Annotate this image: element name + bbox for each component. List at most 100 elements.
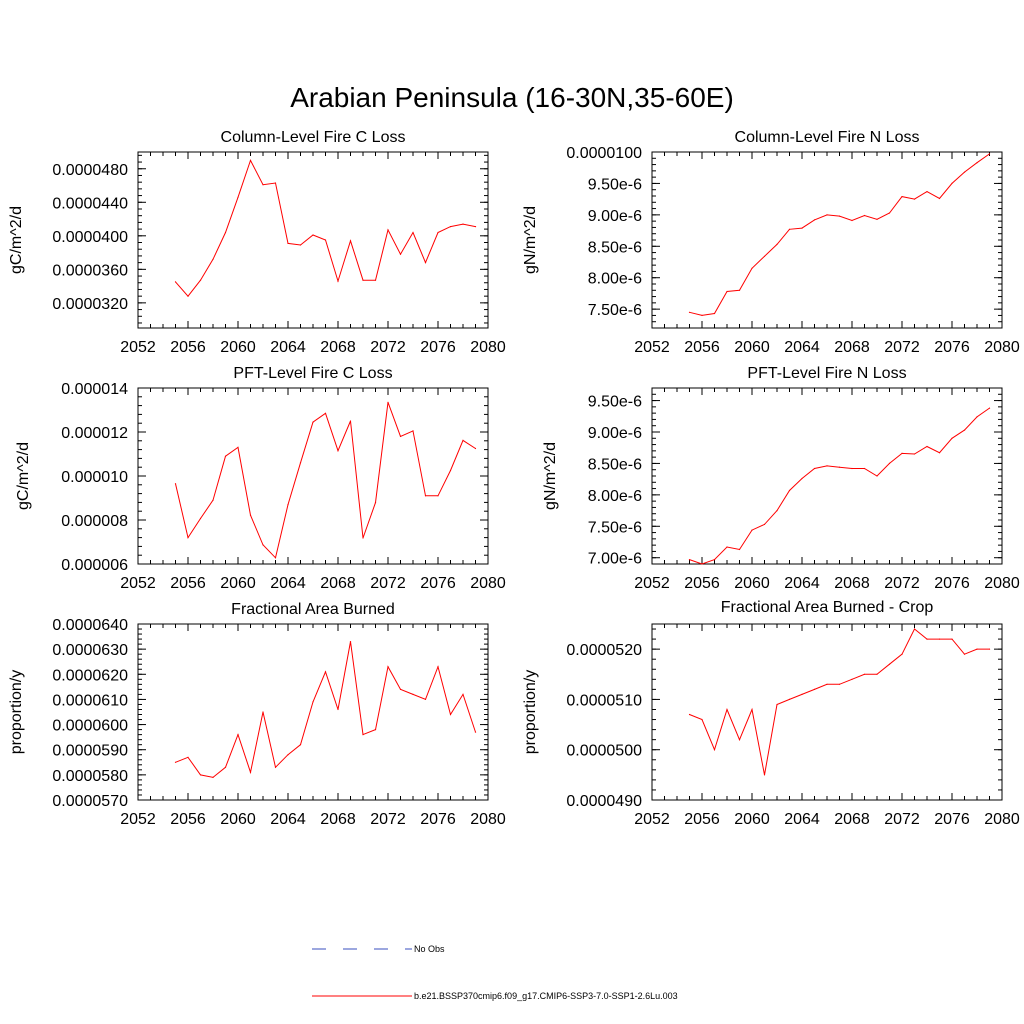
data-point <box>751 529 753 531</box>
data-point <box>299 244 302 246</box>
data-point <box>913 198 916 200</box>
panel-4: PFT-Level Fire N Loss gN/m^2/d 2052 2056 206… <box>542 365 1020 592</box>
x-tick-label: 2068 <box>320 811 356 828</box>
y-tick-label: 0.0000500 <box>566 743 642 760</box>
data-point <box>349 420 352 422</box>
data-point <box>337 450 339 452</box>
y-tick-label: 8.50e-6 <box>588 456 642 473</box>
data-point <box>926 445 928 448</box>
x-tick-label: 2052 <box>120 575 156 592</box>
data-point <box>337 708 339 711</box>
x-tick-label: 2080 <box>984 575 1020 592</box>
data-point <box>262 711 264 713</box>
x-tick-label: 2064 <box>270 575 306 592</box>
y-tick-label: 8.00e-6 <box>588 271 642 288</box>
x-tick-label: 2080 <box>984 811 1020 828</box>
data-point <box>888 462 891 464</box>
panel-2: Column-Level Fire N Loss gN/m^2/d 2052 2056… <box>522 129 1020 356</box>
data-point <box>224 455 227 457</box>
data-point <box>751 708 753 711</box>
y-tick-label: 9.00e-6 <box>588 425 642 442</box>
y-tick-label: 0.0000510 <box>566 692 642 709</box>
data-point <box>901 653 903 655</box>
series-line <box>175 402 476 559</box>
data-point <box>801 693 803 696</box>
x-tick-label: 2064 <box>270 811 306 828</box>
x-tick-label: 2076 <box>420 575 456 592</box>
data-point <box>938 197 941 200</box>
data-point <box>938 452 941 454</box>
panel-3: PFT-Level Fire C Loss gC/m^2/d 2052 2056 206… <box>15 365 506 592</box>
data-point <box>299 462 302 464</box>
data-point <box>362 734 364 736</box>
x-tick-label: 2052 <box>120 339 156 356</box>
data-point <box>312 421 314 423</box>
data-point <box>701 718 703 721</box>
data-point <box>237 446 239 448</box>
data-point <box>813 688 816 691</box>
x-tick-label: 2052 <box>634 575 670 592</box>
data-point <box>851 467 853 470</box>
data-point <box>788 489 791 492</box>
y-tick-label: 0.0000640 <box>52 617 128 634</box>
data-point <box>826 214 828 216</box>
data-point <box>751 267 753 269</box>
data-point <box>726 708 728 711</box>
x-tick-label: 2060 <box>734 811 770 828</box>
data-point <box>713 749 716 751</box>
data-point <box>324 412 327 414</box>
data-point <box>212 499 214 501</box>
data-point <box>274 182 277 184</box>
y-tick-label: 8.50e-6 <box>588 239 642 256</box>
x-tick-label: 2068 <box>834 575 870 592</box>
y-tick-label: 0.000006 <box>61 557 128 574</box>
data-point <box>988 153 991 155</box>
y-axis-label: gC/m^2/d <box>8 206 25 274</box>
data-point <box>926 191 928 193</box>
data-point <box>262 184 264 186</box>
data-point <box>963 429 966 431</box>
data-point <box>951 638 953 640</box>
y-tick-label: 0.0000490 <box>566 793 642 810</box>
data-point <box>412 231 414 234</box>
data-point <box>362 279 364 281</box>
data-point <box>826 683 828 685</box>
data-point <box>963 653 966 655</box>
plot-frame <box>137 387 489 565</box>
data-point <box>299 744 302 746</box>
data-point <box>926 638 928 640</box>
y-axis-label: gN/m^2/d <box>522 206 539 274</box>
x-tick-label: 2076 <box>934 575 970 592</box>
x-tick-label: 2060 <box>220 339 256 356</box>
x-tick-label: 2072 <box>884 811 920 828</box>
data-point <box>387 229 389 231</box>
data-point <box>187 756 189 758</box>
data-point <box>324 239 327 241</box>
data-point <box>412 693 414 696</box>
y-tick-label: 0.0000600 <box>52 718 128 735</box>
series-line <box>689 628 990 775</box>
data-point <box>474 731 477 733</box>
data-point <box>713 559 716 561</box>
data-point <box>838 466 841 468</box>
data-point <box>826 465 828 467</box>
panel-6: Fractional Area Burned - Crop proportion/… <box>522 599 1020 828</box>
figure-title: Arabian Peninsula (16-30N,35-60E) <box>290 82 734 113</box>
y-tick-label: 0.0000100 <box>566 145 642 162</box>
y-tick-label: 0.0000480 <box>52 162 128 179</box>
data-point <box>437 666 439 668</box>
y-tick-label: 9.50e-6 <box>588 176 642 193</box>
y-axis-label: proportion/y <box>8 670 25 755</box>
x-tick-label: 2052 <box>120 811 156 828</box>
data-point <box>801 477 803 480</box>
y-tick-label: 0.0000620 <box>52 667 128 684</box>
data-point <box>199 517 202 520</box>
x-tick-label: 2072 <box>884 575 920 592</box>
y-tick-label: 7.50e-6 <box>588 302 642 319</box>
plot-frame <box>137 623 489 801</box>
data-point <box>424 495 427 497</box>
data-point <box>788 228 791 230</box>
x-tick-label: 2064 <box>784 575 820 592</box>
data-point <box>738 289 741 291</box>
y-tick-label: 0.0000400 <box>52 229 128 246</box>
